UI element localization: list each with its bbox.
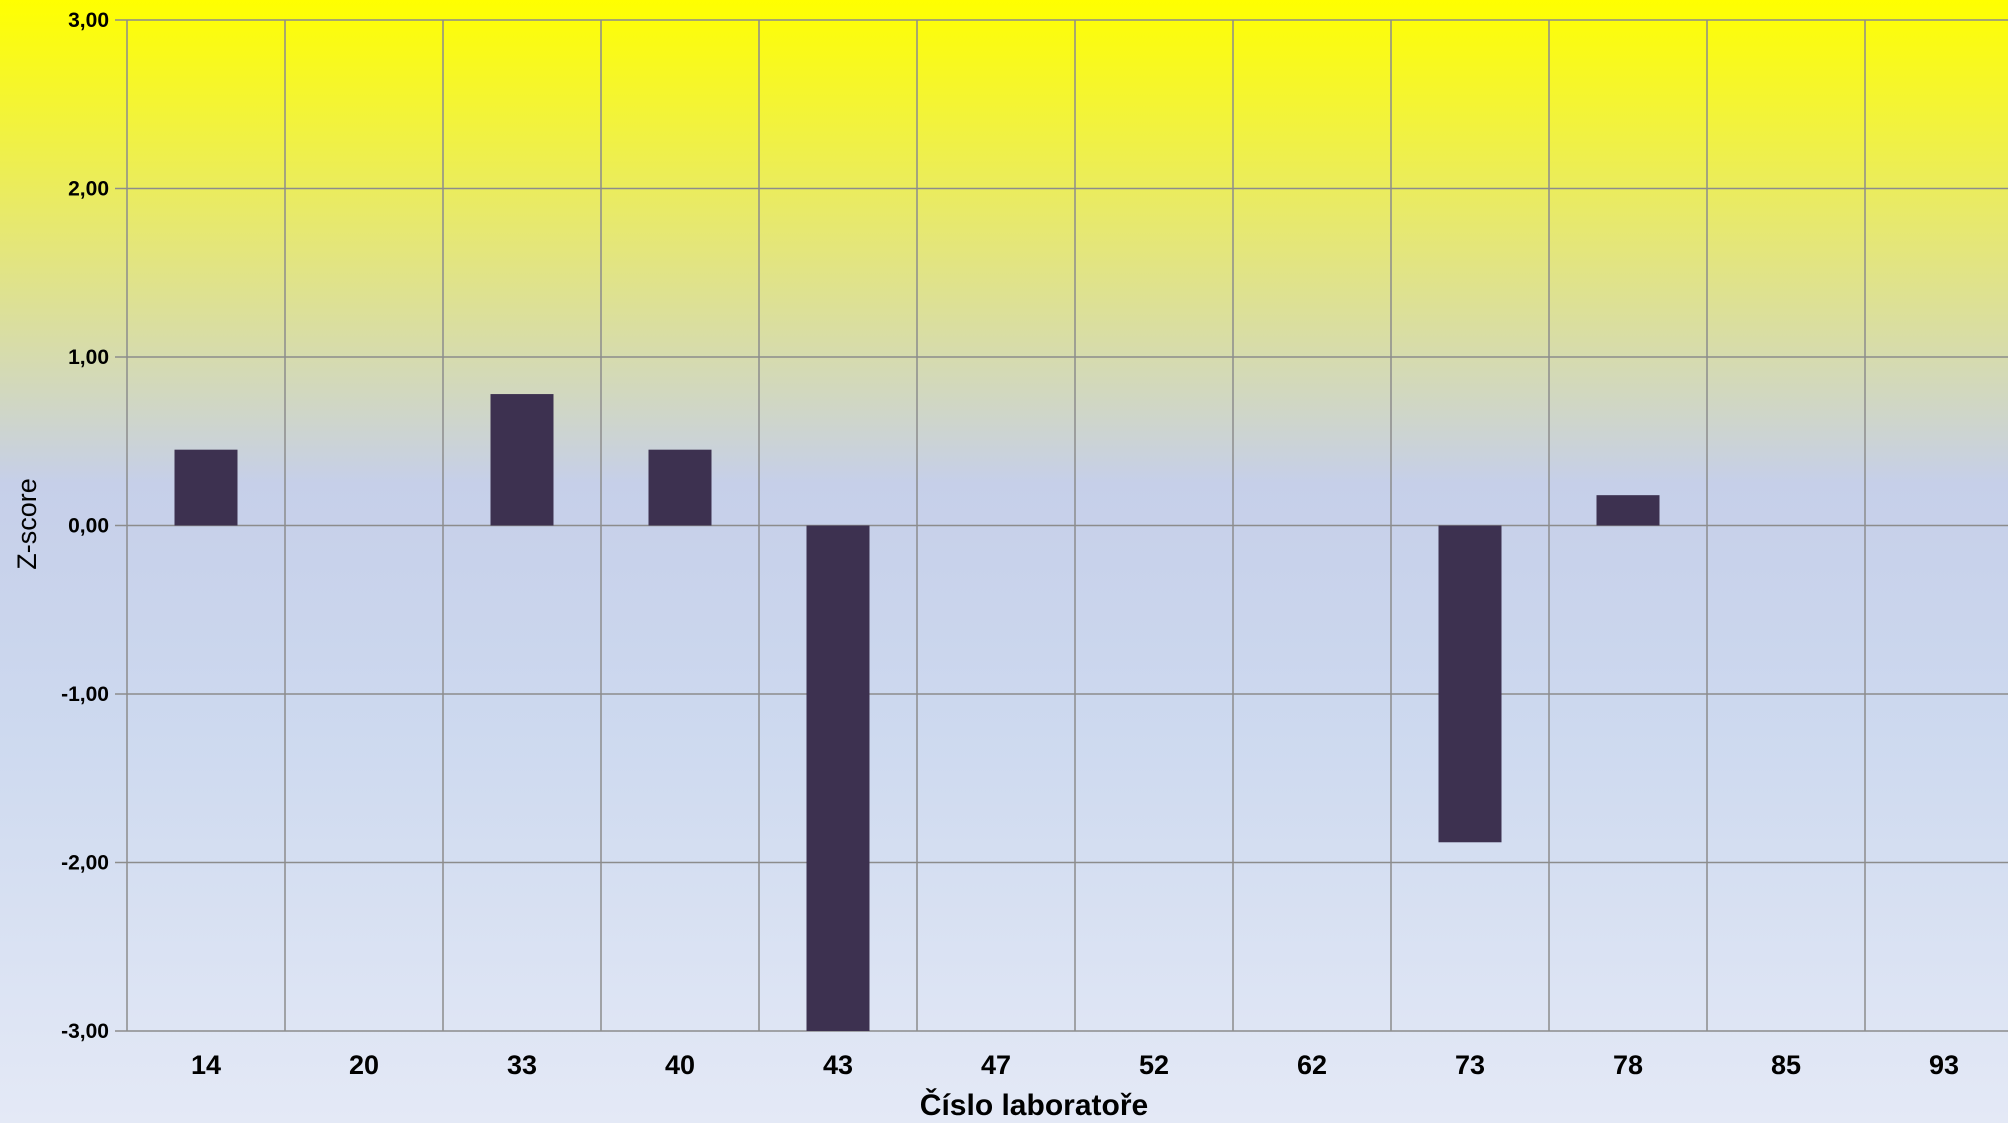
y-tick-label: 1,00 xyxy=(68,346,109,369)
x-tick-label: 47 xyxy=(981,1050,1011,1080)
y-tick-label: 3,00 xyxy=(68,9,109,32)
y-axis-title: Z-score xyxy=(12,478,42,570)
x-tick-label: 14 xyxy=(191,1050,221,1080)
y-tick-label: -3,00 xyxy=(61,1020,109,1043)
y-tick-label: -2,00 xyxy=(61,852,109,875)
x-tick-label: 85 xyxy=(1771,1050,1801,1080)
bar-40 xyxy=(648,449,712,526)
x-tick-label: 40 xyxy=(665,1050,695,1080)
x-tick-labels: 14 20 33 40 43 47 52 62 73 78 85 93 xyxy=(191,1050,1959,1080)
y-tick-label: 0,00 xyxy=(68,515,109,538)
x-tick-label: 20 xyxy=(349,1050,379,1080)
y-tick-label: -1,00 xyxy=(61,683,109,706)
bar-14 xyxy=(174,449,238,526)
bar-33 xyxy=(490,394,554,526)
grid-lines xyxy=(115,19,2008,1032)
y-tick-label: 2,00 xyxy=(68,178,109,201)
x-tick-label: 62 xyxy=(1297,1050,1327,1080)
x-axis-title: Číslo laboratoře xyxy=(920,1088,1148,1122)
x-tick-label: 52 xyxy=(1139,1050,1169,1080)
x-tick-label: 93 xyxy=(1929,1050,1959,1080)
bar-73 xyxy=(1438,525,1502,843)
x-tick-label: 73 xyxy=(1455,1050,1485,1080)
bars xyxy=(174,394,1660,1031)
x-tick-label: 43 xyxy=(823,1050,853,1080)
y-tick-labels: 3,00 2,00 1,00 0,00 -1,00 -2,00 -3,00 xyxy=(61,9,109,1043)
x-tick-label: 78 xyxy=(1613,1050,1643,1080)
x-tick-label: 33 xyxy=(507,1050,537,1080)
bar-43 xyxy=(806,525,870,1031)
bar-78 xyxy=(1596,495,1660,526)
